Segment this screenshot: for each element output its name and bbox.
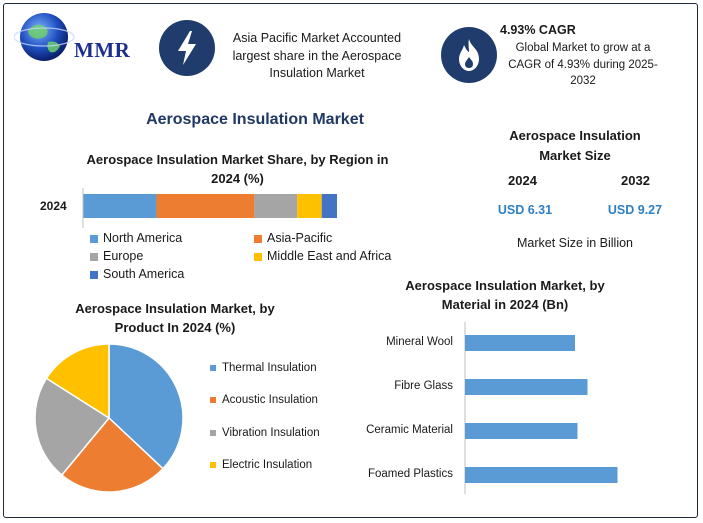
- legend-north-america: North America: [90, 231, 182, 245]
- globe-icon: [14, 13, 75, 61]
- market-size-year-2024: 2024: [508, 173, 537, 188]
- market-size-title: Aerospace Insulation Market Size: [509, 128, 641, 163]
- legend-middle-east-africa: Middle East and Africa: [254, 249, 391, 263]
- material-bar-mineral-wool: [465, 335, 575, 351]
- region-bar-segment-asia-pacific: [156, 194, 255, 218]
- material-label-ceramic-material: Ceramic Material: [366, 424, 453, 436]
- material-label-fibre-glass: Fibre Glass: [394, 380, 453, 392]
- material-bar-ceramic-material: [465, 423, 578, 439]
- region-bar-segment-north-america: [83, 194, 157, 218]
- pie-slice-electric-insulation: [45, 343, 110, 420]
- legend-vibration-insulation: Vibration Insulation: [210, 427, 320, 439]
- cagr-title: 4.93% CAGR: [500, 23, 576, 37]
- pie-slice-acoustic-insulation: [60, 416, 165, 493]
- region-bar-segment-middle-east-and-africa: [297, 194, 322, 218]
- market-size-value-2032: USD 9.27: [607, 203, 663, 217]
- material-label-foamed-plastics: Foamed Plastics: [367, 468, 453, 480]
- material-chart-title: Aerospace Insulation Market, by Material…: [405, 278, 605, 312]
- region-bar-segment-south-america: [321, 194, 337, 218]
- region-chart-category: 2024: [40, 199, 67, 213]
- lightning-icon: [159, 20, 215, 76]
- material-bar-fibre-glass: [465, 379, 588, 395]
- product-chart-title: Aerospace Insulation Market, by Product …: [75, 301, 275, 335]
- main-title: Aerospace Insulation Market: [146, 111, 364, 128]
- legend-electric-insulation: Electric Insulation: [210, 459, 312, 471]
- market-size-note: Market Size in Billion: [516, 236, 633, 250]
- material-bar-foamed-plastics: [465, 467, 618, 483]
- logo-text: MMR: [74, 38, 131, 62]
- highlight-asia-pacific: Asia Pacific Market Accounted largest sh…: [232, 31, 402, 80]
- legend-acoustic-insulation: Acoustic Insulation: [210, 394, 318, 406]
- cagr-text: Global Market to grow at a CAGR of 4.93%…: [508, 42, 658, 87]
- region-chart-title: Aerospace Insulation Market Share, by Re…: [86, 152, 389, 186]
- material-label-mineral-wool: Mineral Wool: [386, 336, 453, 348]
- region-bar-segment-europe: [254, 194, 298, 218]
- legend-south-america: South America: [90, 267, 184, 281]
- legend-asia-pacific: Asia-Pacific: [254, 231, 332, 245]
- market-size-year-2032: 2032: [621, 173, 650, 188]
- flame-icon: [441, 27, 497, 83]
- mmr-logo: MMR: [14, 10, 149, 68]
- market-size-value-2024: USD 6.31: [497, 203, 553, 217]
- pie-slice-thermal-insulation: [108, 343, 184, 470]
- legend-thermal-insulation: Thermal Insulation: [210, 362, 317, 374]
- legend-europe: Europe: [90, 249, 143, 263]
- pie-slice-vibration-insulation: [34, 377, 111, 477]
